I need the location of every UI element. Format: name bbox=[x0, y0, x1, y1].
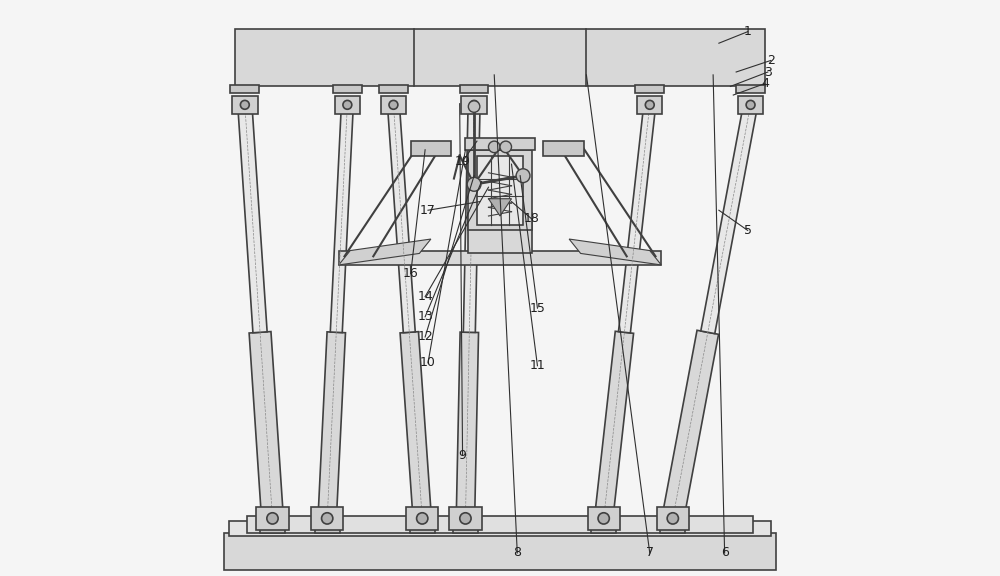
Bar bbox=[453, 521, 478, 533]
Bar bbox=[477, 184, 523, 213]
Polygon shape bbox=[249, 332, 283, 519]
Polygon shape bbox=[569, 239, 661, 265]
Circle shape bbox=[645, 100, 654, 109]
Bar bbox=[591, 521, 616, 533]
Text: 6: 6 bbox=[721, 547, 729, 559]
Bar bbox=[260, 521, 285, 533]
Bar bbox=[335, 96, 360, 113]
Bar bbox=[468, 150, 532, 230]
Text: 7: 7 bbox=[646, 547, 654, 559]
Bar bbox=[229, 521, 771, 536]
Circle shape bbox=[417, 513, 428, 524]
Circle shape bbox=[746, 100, 755, 109]
Circle shape bbox=[343, 100, 352, 109]
Bar bbox=[381, 96, 406, 113]
Polygon shape bbox=[488, 199, 512, 216]
Text: 10: 10 bbox=[420, 357, 436, 369]
Bar bbox=[657, 507, 689, 530]
Bar bbox=[635, 85, 664, 93]
Polygon shape bbox=[238, 104, 267, 333]
Bar bbox=[477, 156, 523, 225]
Text: 16: 16 bbox=[403, 267, 419, 280]
Polygon shape bbox=[463, 105, 480, 332]
Bar bbox=[311, 507, 343, 530]
Bar bbox=[333, 85, 362, 93]
Bar bbox=[224, 533, 776, 570]
Circle shape bbox=[516, 169, 530, 183]
Bar bbox=[461, 96, 487, 113]
Circle shape bbox=[467, 177, 481, 191]
Circle shape bbox=[389, 100, 398, 109]
Bar bbox=[339, 251, 661, 265]
Polygon shape bbox=[339, 239, 431, 265]
Bar bbox=[588, 507, 620, 530]
Text: 14: 14 bbox=[417, 290, 433, 303]
Circle shape bbox=[240, 100, 249, 109]
Bar bbox=[460, 85, 488, 93]
Bar bbox=[406, 507, 438, 530]
Polygon shape bbox=[595, 331, 634, 520]
Text: 3: 3 bbox=[764, 66, 772, 78]
Bar bbox=[247, 516, 753, 533]
Text: 19: 19 bbox=[455, 155, 470, 168]
Circle shape bbox=[470, 100, 479, 109]
Text: 9: 9 bbox=[459, 449, 466, 461]
Bar bbox=[736, 85, 765, 93]
Polygon shape bbox=[456, 332, 479, 518]
Circle shape bbox=[322, 513, 333, 524]
Text: 8: 8 bbox=[513, 547, 521, 559]
Bar bbox=[465, 138, 535, 150]
Bar bbox=[477, 158, 523, 222]
Polygon shape bbox=[662, 330, 719, 521]
Circle shape bbox=[267, 513, 278, 524]
Circle shape bbox=[598, 513, 609, 524]
Circle shape bbox=[488, 141, 500, 153]
Circle shape bbox=[667, 513, 678, 524]
Polygon shape bbox=[618, 104, 656, 333]
Bar bbox=[379, 85, 408, 93]
Text: 15: 15 bbox=[530, 302, 545, 314]
Polygon shape bbox=[701, 104, 758, 334]
Text: 5: 5 bbox=[744, 224, 752, 237]
Polygon shape bbox=[330, 104, 353, 332]
Bar bbox=[449, 507, 482, 530]
Text: 18: 18 bbox=[524, 213, 540, 225]
Bar bbox=[660, 521, 685, 533]
Text: 12: 12 bbox=[417, 331, 433, 343]
Bar bbox=[543, 141, 584, 156]
Text: 11: 11 bbox=[530, 359, 545, 372]
Bar bbox=[468, 213, 532, 253]
Text: 1: 1 bbox=[744, 25, 752, 38]
Text: 13: 13 bbox=[417, 310, 433, 323]
Bar bbox=[235, 29, 765, 86]
Circle shape bbox=[468, 101, 480, 112]
Text: 17: 17 bbox=[420, 204, 436, 217]
Bar bbox=[315, 521, 340, 533]
Polygon shape bbox=[387, 104, 415, 333]
Polygon shape bbox=[318, 332, 345, 519]
Bar bbox=[230, 85, 259, 93]
Bar bbox=[232, 96, 258, 113]
Bar bbox=[256, 507, 289, 530]
Circle shape bbox=[500, 141, 512, 153]
Circle shape bbox=[460, 513, 471, 524]
Bar bbox=[410, 521, 435, 533]
Bar bbox=[637, 96, 662, 113]
Bar bbox=[738, 96, 763, 113]
Polygon shape bbox=[400, 332, 431, 519]
Text: 2: 2 bbox=[767, 54, 775, 67]
Bar bbox=[411, 141, 451, 156]
Text: 4: 4 bbox=[761, 77, 769, 90]
